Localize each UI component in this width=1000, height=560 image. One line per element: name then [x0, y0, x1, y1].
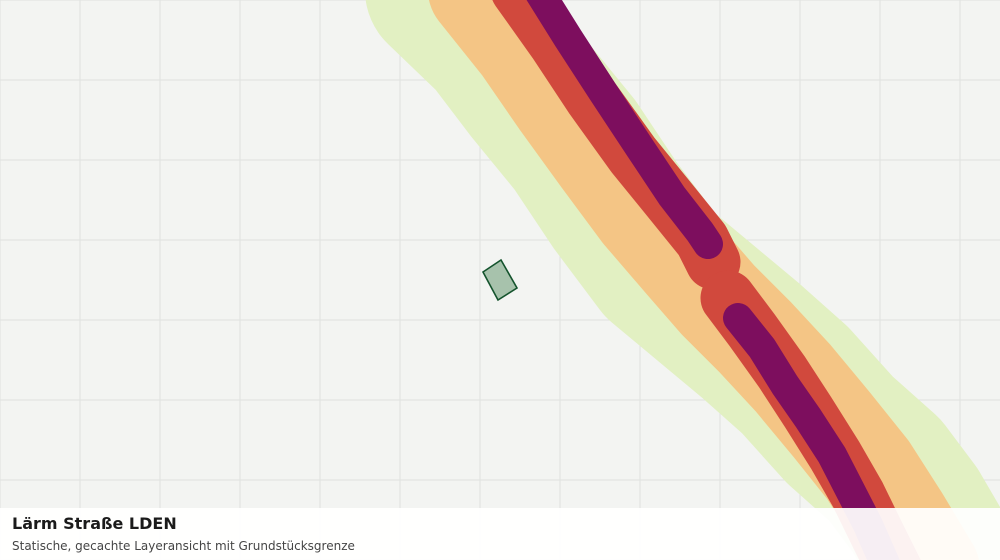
parcel-boundary[interactable] — [481, 258, 519, 302]
layer-title: Lärm Straße LDEN — [12, 514, 177, 533]
layer-subtitle: Statische, gecachte Layeransicht mit Gru… — [12, 539, 355, 553]
layer-caption: Lärm Straße LDEN Statische, gecachte Lay… — [0, 508, 1000, 560]
